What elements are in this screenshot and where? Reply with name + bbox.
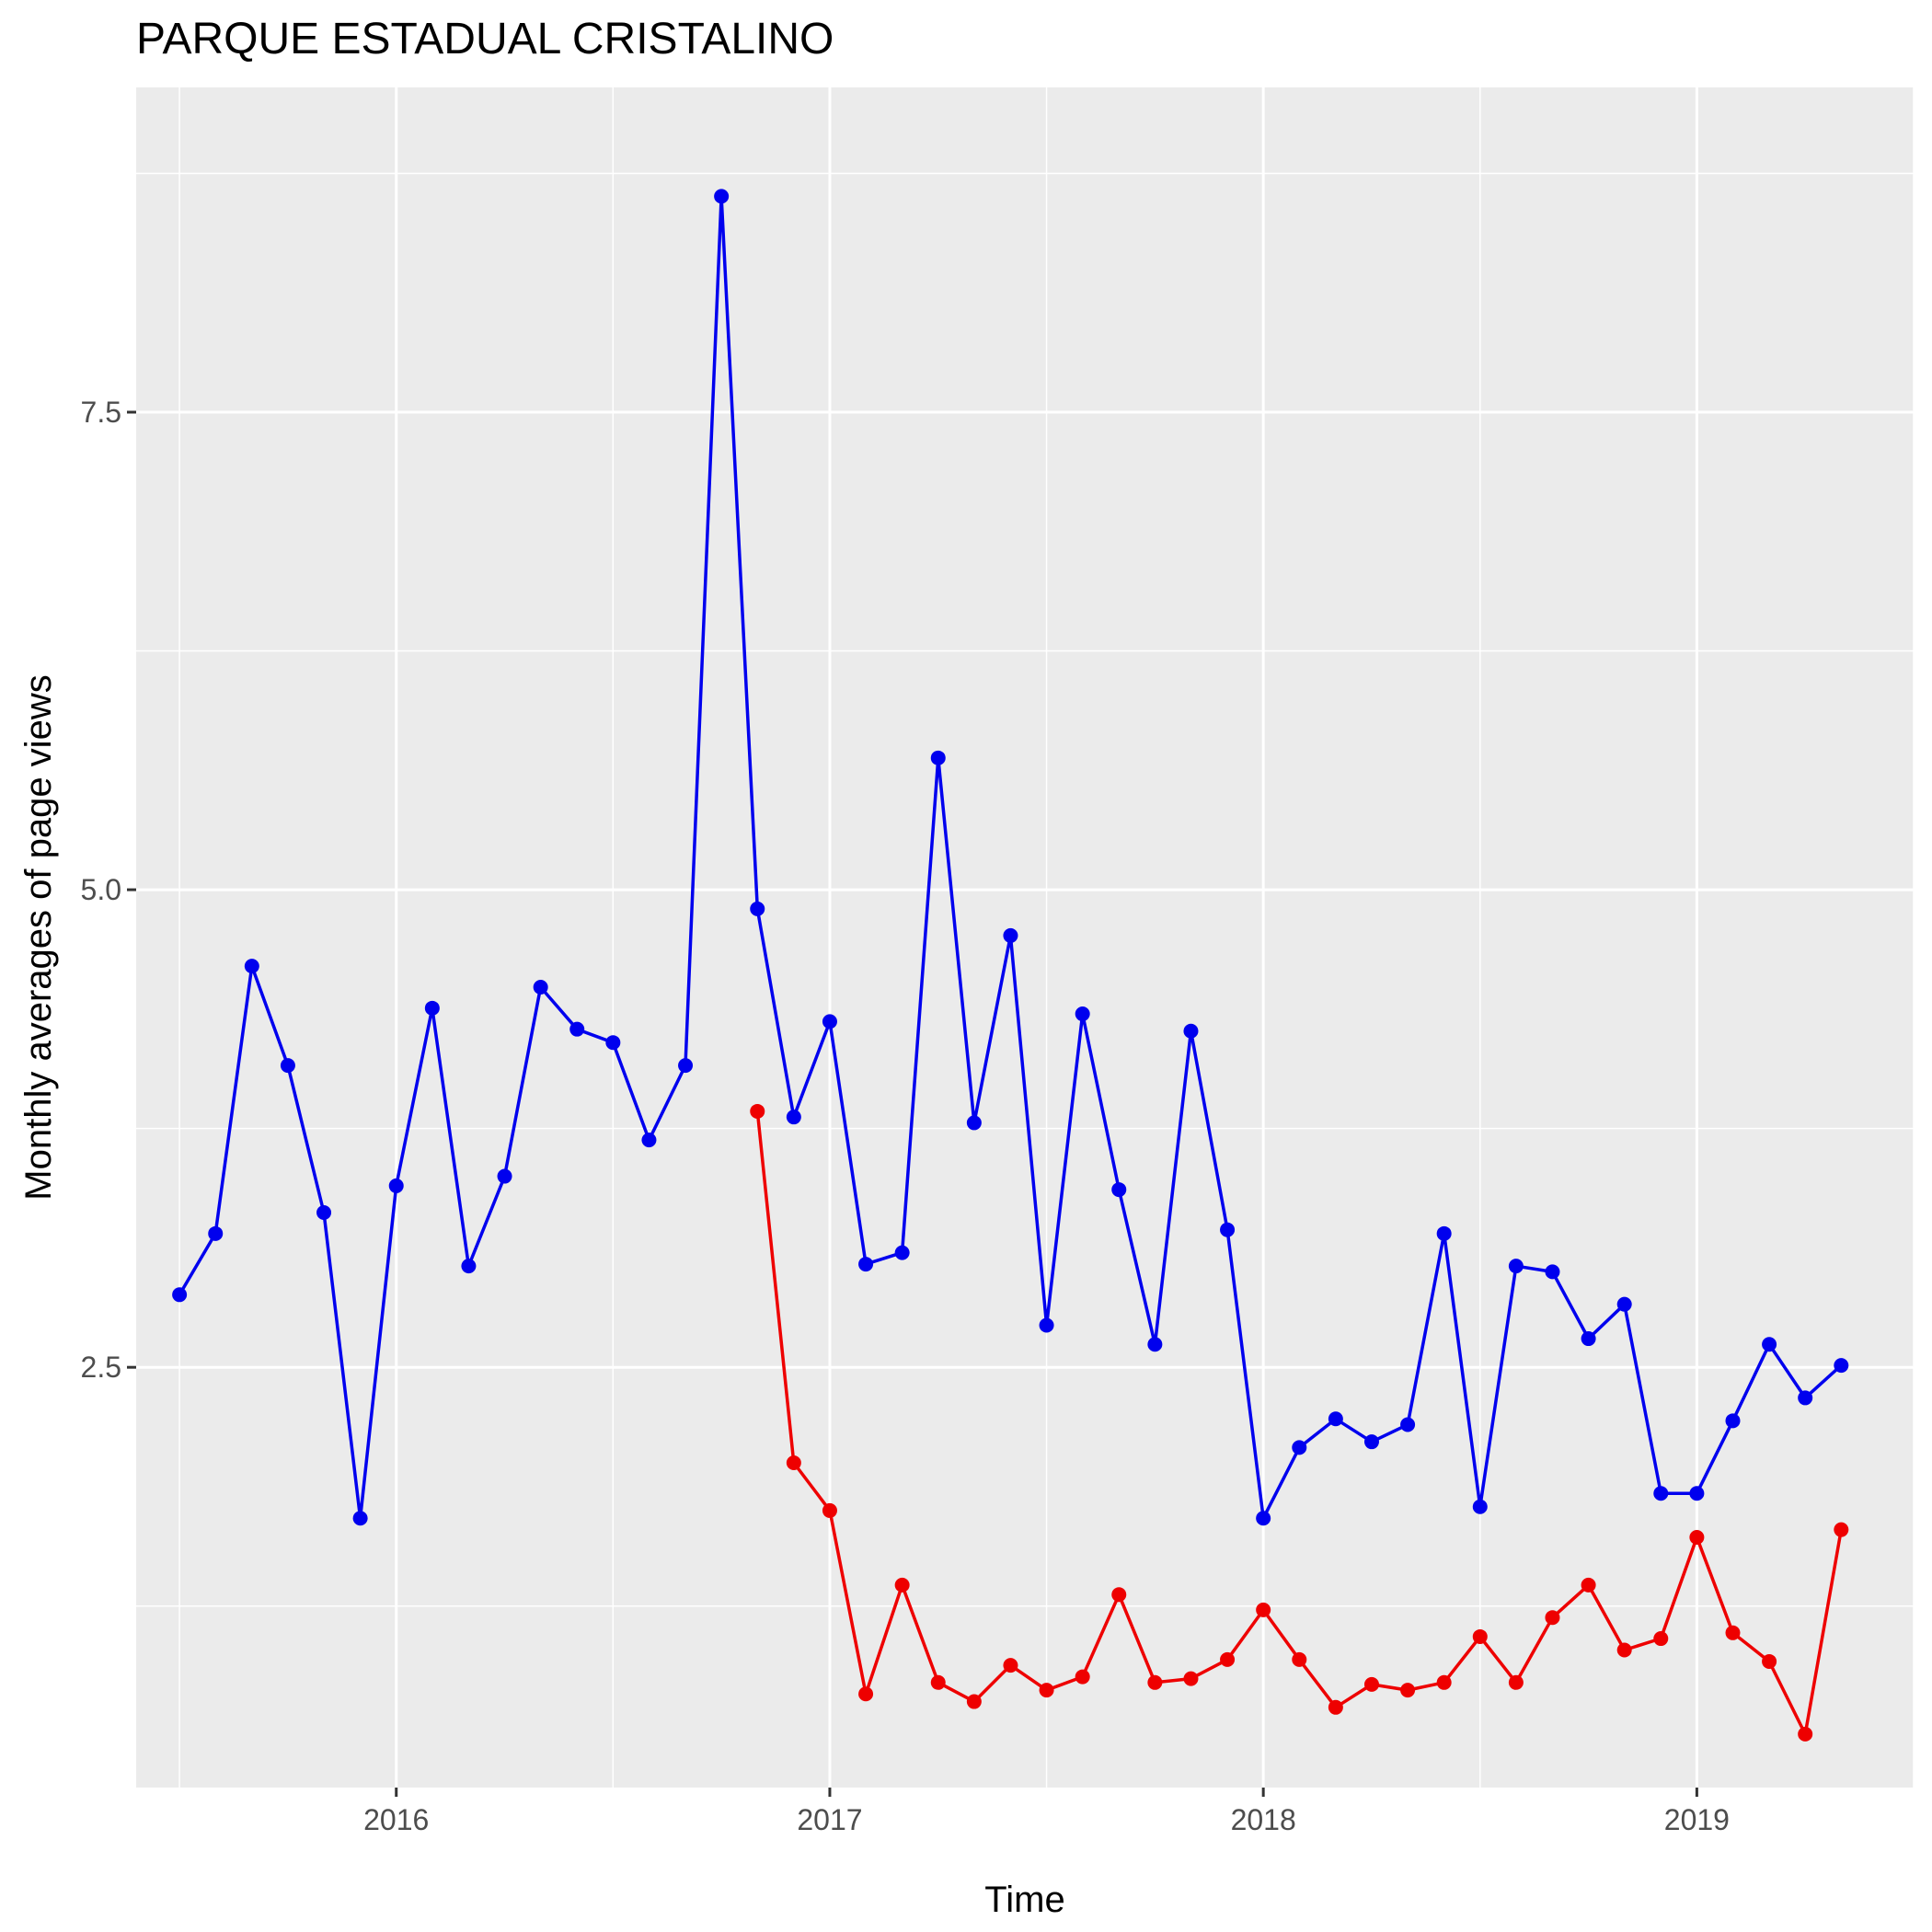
data-point xyxy=(1328,1699,1343,1715)
data-point xyxy=(1220,1651,1236,1667)
data-point xyxy=(244,959,259,974)
data-point xyxy=(1075,1669,1090,1685)
x-axis-title: Time xyxy=(984,1880,1064,1920)
series-2 xyxy=(750,1103,1849,1742)
data-point xyxy=(858,1686,874,1702)
x-tick-label: 2016 xyxy=(363,1803,429,1836)
data-point xyxy=(1653,1486,1669,1501)
data-point xyxy=(316,1205,332,1221)
chart-title: PARQUE ESTADUAL CRISTALINO xyxy=(136,15,834,63)
data-point xyxy=(1183,1023,1199,1039)
data-point xyxy=(1039,1683,1054,1698)
data-point xyxy=(605,1035,621,1051)
data-point xyxy=(1725,1625,1741,1640)
data-point xyxy=(1616,1296,1632,1312)
data-point xyxy=(280,1058,295,1074)
data-point xyxy=(1689,1529,1705,1545)
data-point xyxy=(858,1257,874,1272)
data-point xyxy=(930,750,946,765)
x-tick-label: 2019 xyxy=(1664,1803,1730,1836)
data-point xyxy=(497,1168,512,1184)
data-point xyxy=(569,1021,585,1037)
data-point xyxy=(1616,1642,1632,1658)
data-point xyxy=(786,1455,801,1471)
data-point xyxy=(424,1000,440,1016)
x-tick-label: 2017 xyxy=(797,1803,862,1836)
data-point xyxy=(1545,1610,1560,1626)
data-point xyxy=(461,1259,477,1274)
data-point xyxy=(714,189,730,204)
y-tick-label: 2.5 xyxy=(81,1351,121,1384)
data-point xyxy=(1039,1317,1054,1333)
data-point xyxy=(1581,1331,1596,1347)
plot-panel xyxy=(136,87,1914,1788)
data-point xyxy=(1292,1651,1307,1667)
data-point xyxy=(750,901,765,916)
data-point xyxy=(1256,1511,1271,1526)
data-point xyxy=(894,1245,910,1260)
data-point xyxy=(1292,1440,1307,1455)
data-point xyxy=(1111,1182,1127,1198)
data-point xyxy=(1256,1602,1271,1617)
y-tick-label: 7.5 xyxy=(81,396,121,429)
data-point xyxy=(1075,1006,1090,1022)
data-point xyxy=(1545,1264,1560,1280)
data-point xyxy=(1400,1683,1416,1698)
data-point xyxy=(1220,1222,1236,1237)
data-point xyxy=(822,1502,837,1518)
data-point xyxy=(1725,1413,1741,1429)
data-point xyxy=(1328,1411,1343,1427)
data-point xyxy=(388,1178,404,1193)
axes: 2016 2017 2018 2019 2.5 5.0 7.5 xyxy=(81,396,1730,1836)
data-point xyxy=(1472,1499,1488,1514)
data-point xyxy=(533,979,548,995)
data-point xyxy=(678,1058,694,1074)
data-point xyxy=(1003,927,1018,943)
major-gridlines xyxy=(136,87,1914,1788)
data-point xyxy=(1003,1658,1018,1673)
data-point xyxy=(1798,1726,1813,1742)
data-point xyxy=(966,1694,982,1709)
y-axis-title: Monthly averages of page views xyxy=(18,674,59,1200)
data-point xyxy=(172,1287,188,1303)
data-point xyxy=(1762,1337,1777,1352)
data-point xyxy=(822,1014,837,1029)
data-point xyxy=(1363,1434,1379,1450)
data-point xyxy=(1653,1631,1669,1647)
data-point xyxy=(641,1133,657,1148)
data-point xyxy=(1436,1674,1452,1690)
data-point xyxy=(930,1674,946,1690)
data-point xyxy=(1183,1671,1199,1686)
y-tick-label: 5.0 xyxy=(81,873,121,906)
data-point xyxy=(1689,1486,1705,1501)
data-point xyxy=(1472,1628,1488,1644)
series-1 xyxy=(172,189,1849,1526)
data-point xyxy=(1363,1676,1379,1692)
minor-gridlines xyxy=(136,87,1915,1788)
data-point xyxy=(786,1110,801,1125)
data-point xyxy=(1834,1358,1849,1374)
data-point xyxy=(1798,1390,1813,1406)
data-point xyxy=(1111,1587,1127,1603)
data-point xyxy=(352,1511,368,1526)
data-point xyxy=(1762,1653,1777,1669)
data-point xyxy=(1508,1259,1524,1274)
data-point xyxy=(1147,1674,1163,1690)
data-point xyxy=(1834,1522,1849,1537)
data-point xyxy=(966,1115,982,1131)
data-point xyxy=(750,1103,765,1119)
data-point xyxy=(1436,1225,1452,1241)
series-layer xyxy=(172,189,1849,1742)
data-point xyxy=(208,1225,224,1241)
data-point xyxy=(1508,1674,1524,1690)
data-point xyxy=(1147,1337,1163,1352)
data-point xyxy=(894,1577,910,1593)
data-point xyxy=(1581,1577,1596,1593)
data-point xyxy=(1400,1417,1416,1432)
x-tick-label: 2018 xyxy=(1231,1803,1296,1836)
